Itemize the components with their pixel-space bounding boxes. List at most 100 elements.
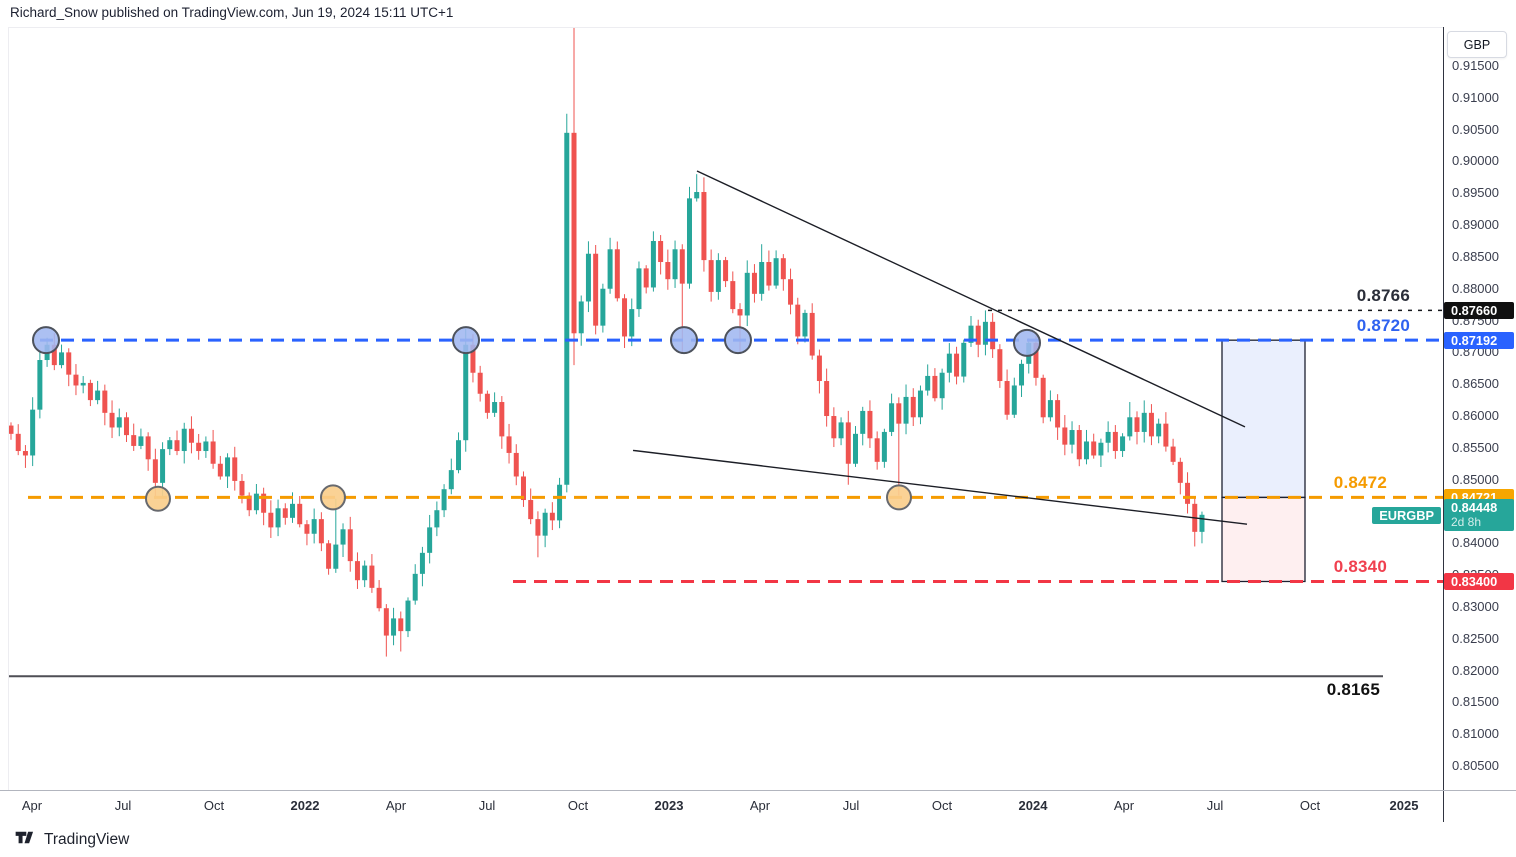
- candle-body: [759, 262, 765, 294]
- orange-touch-marker[interactable]: [145, 485, 171, 512]
- price-axis-separator: [1443, 27, 1444, 822]
- candle-body: [650, 241, 656, 288]
- candle-body: [456, 440, 462, 471]
- candle-body: [51, 344, 57, 366]
- candle-body: [116, 417, 122, 428]
- time-tick-label: Oct: [203, 798, 225, 813]
- price-tick-label: 0.90000: [1452, 153, 1499, 169]
- price-tick-label: 0.81500: [1452, 694, 1499, 710]
- candle-body: [549, 512, 555, 521]
- candle-body: [1040, 377, 1046, 418]
- candle-body: [513, 452, 519, 477]
- candle-body: [614, 249, 620, 299]
- tradingview-logo-icon: [14, 829, 37, 851]
- candle-body: [448, 470, 454, 490]
- candle-body: [123, 417, 129, 436]
- level-label-0.8165: 0.8165: [1326, 680, 1380, 700]
- upside-target-box[interactable]: [1221, 339, 1306, 499]
- candle-body: [427, 527, 433, 553]
- candle-body: [1105, 431, 1111, 443]
- time-axis-separator: [0, 790, 1516, 791]
- time-tick-label: Jul: [1206, 798, 1224, 813]
- candle-body: [145, 436, 151, 460]
- blue-touch-marker[interactable]: [724, 326, 752, 355]
- upper-wedge-line[interactable]: [696, 170, 1246, 428]
- candle-body: [932, 375, 938, 399]
- price-tick-label: 0.89500: [1452, 185, 1499, 201]
- candle-body: [809, 312, 815, 356]
- candle-body: [925, 375, 931, 391]
- candle-body: [954, 353, 960, 377]
- candle-body: [297, 503, 303, 525]
- candle-body: [398, 618, 404, 632]
- candle-body: [383, 608, 389, 636]
- candle-body: [571, 132, 577, 334]
- candle-body: [30, 409, 36, 456]
- orange-touch-marker[interactable]: [320, 484, 346, 511]
- candle-body: [643, 268, 649, 288]
- candle-body: [578, 301, 584, 334]
- candle-body: [434, 510, 440, 528]
- candle-body: [138, 436, 144, 446]
- candle-body: [347, 529, 353, 562]
- candle-body: [22, 451, 28, 456]
- downside-target-box[interactable]: [1221, 496, 1306, 583]
- blue-touch-marker[interactable]: [1013, 328, 1041, 357]
- candle-body: [795, 304, 801, 337]
- candle-body: [542, 512, 548, 536]
- candle-body: [1011, 385, 1017, 415]
- time-tick-label: Apr: [385, 798, 407, 813]
- price-tick-label: 0.82500: [1452, 630, 1499, 646]
- candle-body: [239, 480, 245, 496]
- candle-body: [268, 512, 274, 528]
- time-tick-label: Oct: [931, 798, 953, 813]
- candle-body: [889, 403, 895, 432]
- candle-body: [37, 360, 43, 410]
- candle-body: [672, 249, 678, 280]
- time-tick-label: Oct: [567, 798, 589, 813]
- candle-body: [131, 435, 137, 446]
- candle-body: [751, 272, 757, 294]
- candle-body: [391, 618, 397, 636]
- price-tick-label: 0.83000: [1452, 598, 1499, 614]
- candle-body: [1004, 381, 1010, 415]
- candle-body: [961, 342, 967, 377]
- candle-body: [376, 587, 382, 609]
- price-tick-label: 0.88500: [1452, 248, 1499, 264]
- candle-body: [874, 438, 880, 462]
- candle-body: [1083, 441, 1089, 460]
- candle-body: [1148, 412, 1154, 437]
- price-tick-label: 0.85500: [1452, 439, 1499, 455]
- candle-body: [881, 431, 887, 462]
- candle-body: [997, 349, 1003, 382]
- candle-body: [152, 459, 158, 483]
- price-tick-label: 0.90500: [1452, 121, 1499, 137]
- candle-body: [946, 353, 952, 373]
- candle-body: [1163, 423, 1169, 447]
- candle-body: [557, 484, 563, 521]
- candle-body: [766, 262, 772, 286]
- tradingview-brand-text: TradingView: [44, 831, 130, 848]
- blue-touch-marker[interactable]: [32, 326, 60, 355]
- candle-body: [1033, 342, 1039, 378]
- candle-body: [737, 309, 743, 316]
- candle-body: [636, 268, 642, 310]
- lower-wedge-line[interactable]: [632, 449, 1248, 525]
- candle-body: [816, 355, 822, 382]
- tradingview-branding[interactable]: TradingView: [14, 829, 129, 851]
- candle-body: [441, 489, 447, 511]
- candle-body: [520, 476, 526, 501]
- candle-body: [773, 258, 779, 286]
- candle-body: [975, 325, 981, 345]
- price-tick-label: 0.88000: [1452, 280, 1499, 296]
- orange-touch-marker[interactable]: [886, 484, 912, 511]
- price-tick-label: 0.81000: [1452, 726, 1499, 742]
- blue-touch-marker[interactable]: [670, 326, 698, 355]
- currency-toggle-button[interactable]: GBP: [1447, 31, 1507, 58]
- candle-body: [246, 495, 252, 511]
- candle-body: [354, 561, 360, 581]
- candle-body: [1177, 461, 1183, 483]
- candle-body: [59, 352, 65, 366]
- blue-touch-marker[interactable]: [452, 326, 480, 355]
